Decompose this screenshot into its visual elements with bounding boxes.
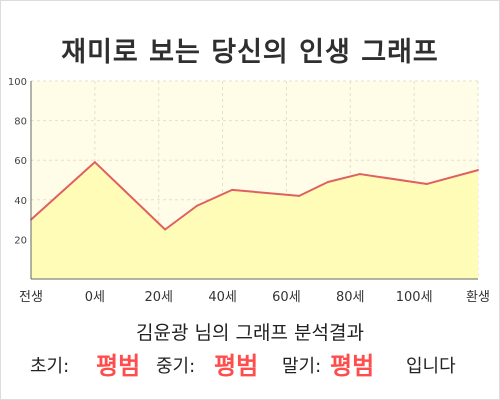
x-tick-label: 전생 — [19, 290, 43, 305]
life-line — [30, 161, 479, 231]
result-suffix: 입니다 — [406, 356, 456, 377]
data-point — [231, 188, 234, 191]
x-tick-label: 40세 — [208, 290, 237, 305]
page-title: 재미로 보는 당신의 인생 그래프 — [61, 37, 439, 68]
middle-value: 평범 — [214, 352, 259, 380]
x-tick-label: 20세 — [144, 290, 173, 305]
y-tick-label: 60 — [14, 156, 27, 167]
verdict-row: 초기: 평범 중기: 평범 말기: 평범 입니다 — [0, 346, 500, 380]
x-tick-label: 100세 — [396, 290, 433, 305]
early-value: 평범 — [96, 352, 141, 380]
y-tick-label: 20 — [14, 235, 27, 246]
data-point — [93, 161, 96, 164]
data-point — [477, 169, 479, 172]
early-label: 초기: — [30, 356, 70, 377]
y-tick-label: 100 — [8, 77, 27, 88]
data-point — [298, 194, 301, 197]
data-point — [196, 204, 199, 207]
result-heading: 김윤광 님의 그래프 분석결과 — [136, 322, 364, 344]
x-tick-label: 80세 — [336, 290, 365, 305]
data-point — [326, 180, 329, 183]
x-tick-label: 60세 — [272, 290, 301, 305]
y-tick-label: 80 — [14, 117, 27, 128]
y-tick-label: 40 — [14, 196, 27, 207]
x-tick-label: 환생 — [466, 290, 490, 305]
data-point — [358, 173, 361, 176]
data-point — [425, 182, 428, 185]
middle-label: 중기: — [156, 356, 196, 377]
late-label: 말기: — [282, 356, 322, 377]
late-value: 평범 — [330, 352, 375, 380]
x-tick-label: 0세 — [85, 290, 105, 305]
area-fill — [31, 162, 478, 279]
data-point — [164, 228, 167, 231]
